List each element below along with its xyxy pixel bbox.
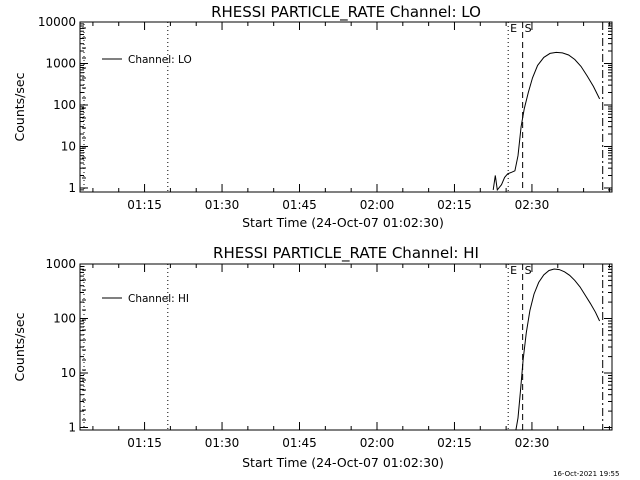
chart1-x-tick-label: 02:30 [515,198,550,212]
chart2-y-tick-label: 1000 [45,257,76,271]
chart1-legend-label: Channel: LO [128,54,192,66]
chart1-marker-label-e: E [510,22,517,35]
chart1-title: RHESSI PARTICLE_RATE Channel: LO [211,3,481,22]
chart2-y-tick-label: 1 [68,421,76,435]
chart1-x-tick-label: 01:15 [127,198,162,212]
chart1-marker-label-s: S [525,22,532,35]
chart2-y-tick-label: 100 [53,312,76,326]
chart2-x-axis-label: Start Time (24-Oct-07 01:02:30) [242,455,444,470]
chart1-y-tick-label: 1 [68,181,76,195]
timestamp: 16-Oct-2021 19:55 [553,470,620,478]
chart1-x-tick-label: 01:45 [282,198,317,212]
chart2-plot-frame [79,263,613,431]
chart2-x-tick-label: 02:30 [515,436,550,450]
chart2-legend-label: Channel: HI [128,293,189,305]
chart2-y-axis-label: Counts/sec [12,312,27,381]
chart2-marker-label-s: S [525,264,532,277]
chart1-series-line [492,51,601,192]
chart2-x-tick-label: 01:15 [127,436,162,450]
chart1-y-tick-label: 1000 [45,56,76,70]
chart2-x-tick-label: 01:30 [205,436,240,450]
chart1-x-axis-label: Start Time (24-Oct-07 01:02:30) [242,215,444,230]
chart1-x-tick-label: 01:30 [205,198,240,212]
chart1-y-tick-label: 10 [61,139,76,153]
chart2-marker-label-e: E [510,264,517,277]
chart2-x-tick-label: 01:45 [282,436,317,450]
chart1-y-tick-label: 10000 [38,15,76,29]
chart1-plot-frame [79,21,613,193]
chart2-y-tick-label: 10 [61,366,76,380]
chart2-x-tick-label: 02:00 [360,436,395,450]
chart1-x-tick-label: 02:00 [360,198,395,212]
chart1-y-tick-label: 100 [53,98,76,112]
chart1-y-axis-label: Counts/sec [12,72,27,141]
chart1-x-tick-label: 02:15 [437,198,472,212]
chart2-x-tick-label: 02:15 [437,436,472,450]
chart2-title: RHESSI PARTICLE_RATE Channel: HI [213,244,479,263]
chart2-series-line [515,268,601,431]
